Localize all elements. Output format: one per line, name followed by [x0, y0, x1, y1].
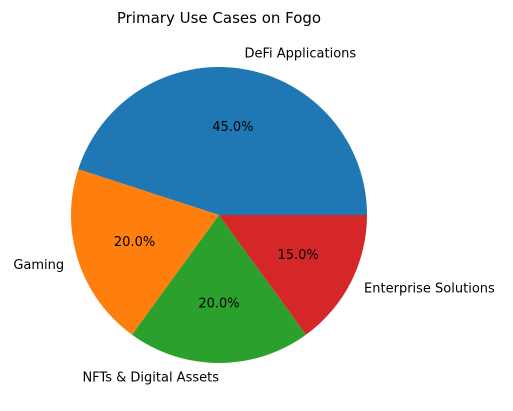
pct-label-defi-applications: 45.0%	[212, 120, 253, 135]
pie-slice-defi-applications	[78, 66, 368, 215]
slice-label-defi-applications: DeFi Applications	[244, 47, 356, 62]
pct-label-gaming: 20.0%	[114, 235, 155, 250]
pie-slice-gaming	[70, 169, 219, 335]
pie-slice-enterprise-solutions	[219, 215, 367, 335]
pie-labels: 45.0% DeFi Applications 20.0% Gaming 20.0% NF…	[13, 47, 495, 386]
slice-label-gaming: Gaming	[13, 258, 64, 273]
slice-label-nfts-digital-assets: NFTs & Digital Assets	[82, 370, 219, 385]
slice-label-enterprise-solutions: Enterprise Solutions	[364, 281, 495, 296]
pct-label-enterprise-solutions: 15.0%	[277, 248, 318, 263]
pct-label-nfts-digital-assets: 20.0%	[198, 296, 239, 311]
chart-title: Primary Use Cases on Fogo	[117, 9, 321, 27]
pie-slice-nfts-digital-assets	[132, 215, 306, 363]
pie-slices	[70, 66, 368, 363]
